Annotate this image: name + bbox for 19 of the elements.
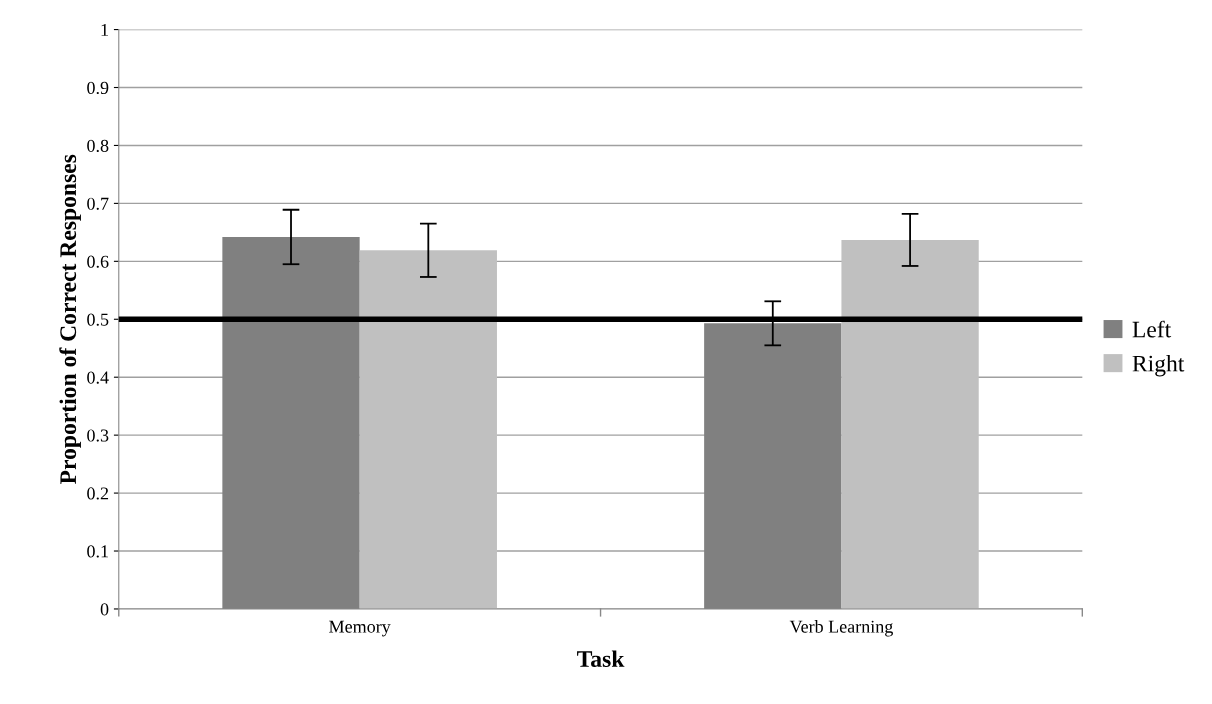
legend-label: Right: [1132, 354, 1185, 377]
y-tick-label: 1: [101, 23, 108, 36]
y-tick-label: 0.1: [87, 545, 108, 558]
y-tick-label: 0.6: [87, 255, 109, 268]
y-tick-label: 0.2: [87, 487, 109, 500]
y-axis-title: Proportion of Correct Responses: [59, 154, 81, 485]
x-axis-title: Task: [577, 650, 625, 667]
bar: [359, 250, 497, 609]
bar: [841, 239, 979, 609]
y-tick-label: 0.4: [87, 371, 109, 384]
y-tick-label: 0.5: [87, 313, 109, 326]
y-tick-label: 0: [100, 603, 109, 616]
y-tick-label: 0.8: [87, 139, 109, 152]
y-tick-label: 0.3: [87, 429, 109, 442]
y-tick-label: 0.9: [87, 81, 109, 95]
y-tick-label: 0.7: [87, 197, 109, 210]
x-tick-label: Memory: [329, 620, 391, 637]
x-tick-label: Verb Learning: [789, 620, 893, 637]
legend-label: Left: [1132, 320, 1172, 338]
